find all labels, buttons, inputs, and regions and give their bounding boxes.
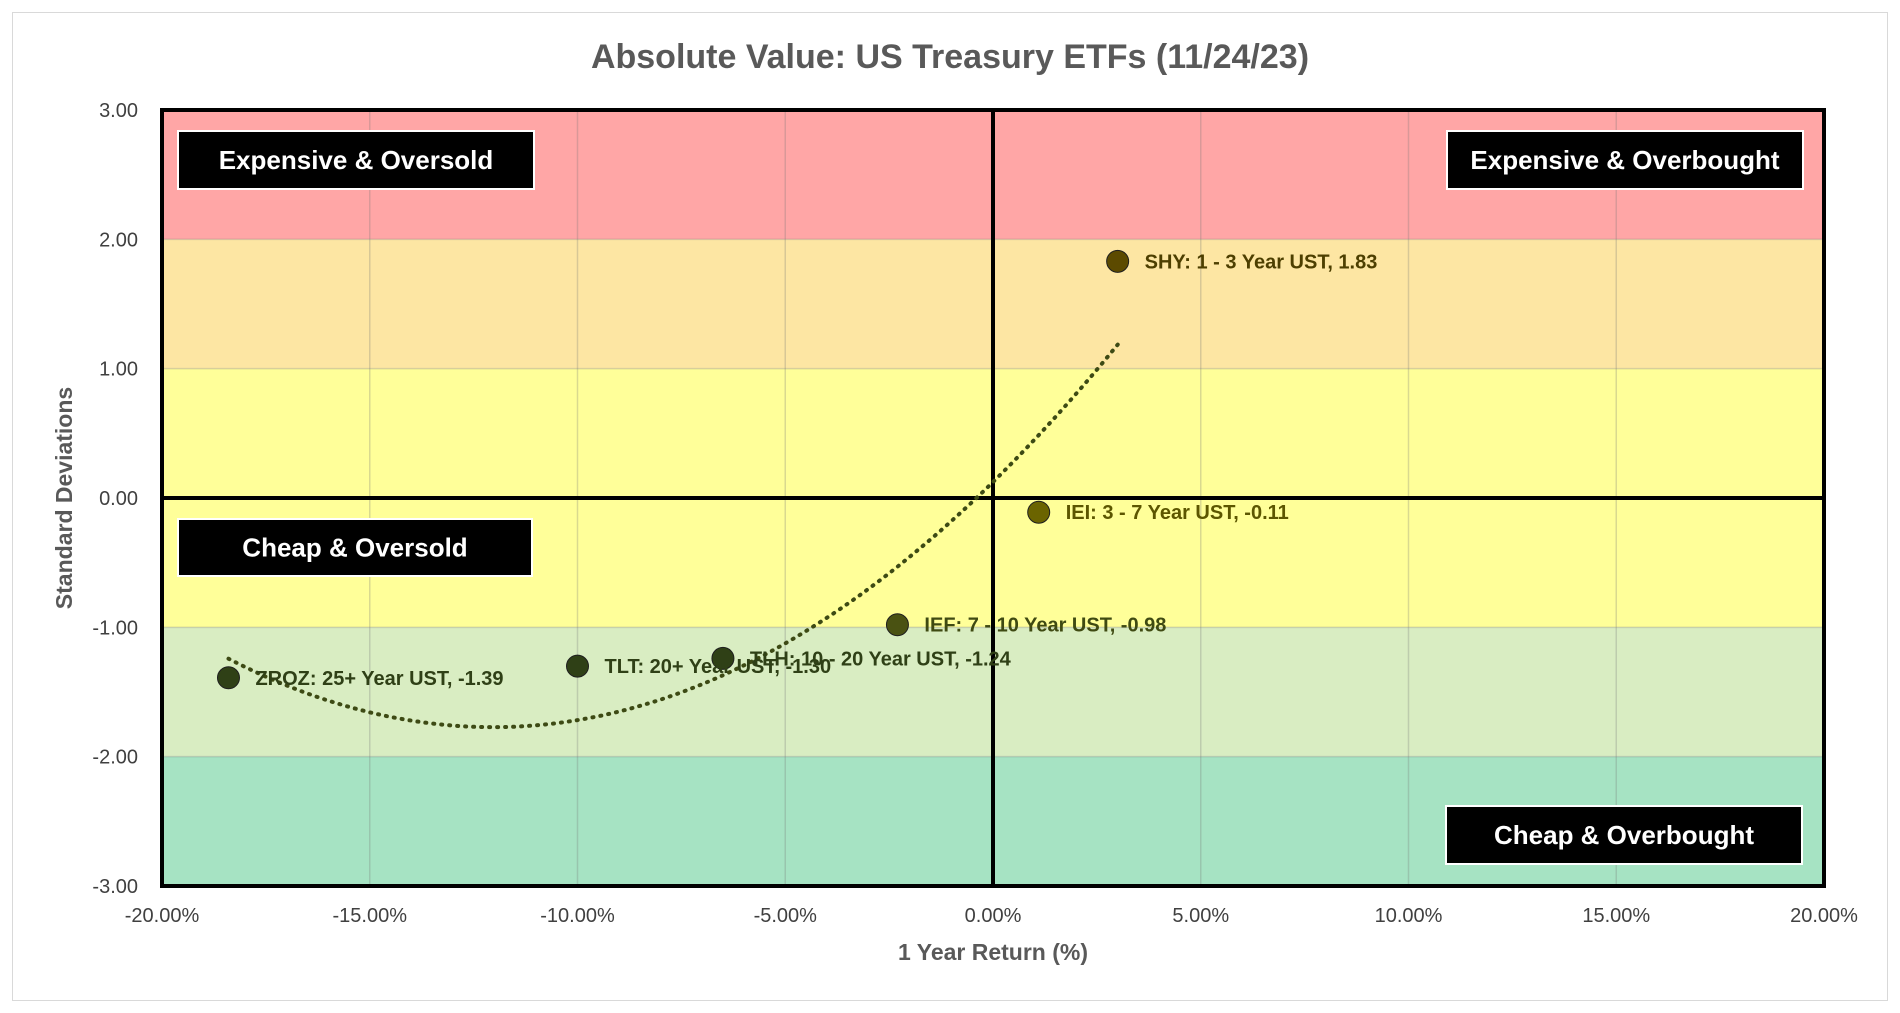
quadrant-labels: Expensive & Oversold Expensive & Overboug…: [177, 130, 1804, 865]
data-label: IEI: 3 - 7 Year UST, -0.11: [1066, 502, 1289, 524]
data-point: [1106, 249, 1130, 273]
x-tick-labels: -20.00% -15.00% -10.00% -5.00% 0.00% 5.00% 10.…: [125, 905, 1858, 927]
x-tick-label: 20.00%: [1790, 905, 1858, 927]
y-tick-label: 1.00: [99, 359, 138, 381]
x-tick-label: 0.00%: [965, 905, 1022, 927]
x-tick-label: -15.00%: [333, 905, 408, 927]
x-tick-label: 15.00%: [1582, 905, 1650, 927]
y-tick-label: 3.00: [99, 100, 138, 122]
data-label: TLT: 20+ Year UST, -1.30: [605, 656, 832, 678]
data-point: [1027, 500, 1051, 524]
quadrant-cheap-oversold-box: [177, 518, 533, 577]
quadrant-cheap-overbought: Cheap & Overbought: [1494, 820, 1754, 850]
quadrant-cheap-oversold: Cheap & Oversold: [242, 533, 467, 563]
data-point: [885, 613, 909, 637]
data-label: ZROZ: 25+ Year UST, -1.39: [255, 668, 503, 690]
data-point: [566, 654, 589, 678]
x-axis-title: 1 Year Return (%): [898, 939, 1088, 965]
data-label: SHY: 1 - 3 Year UST, 1.83: [1145, 251, 1378, 273]
x-tick-label: -10.00%: [540, 905, 615, 927]
quadrant-expensive-overbought: Expensive & Overbought: [1470, 145, 1780, 175]
data-label: IEF: 7 - 10 Year UST, -0.98: [924, 615, 1166, 637]
data-points: SHY: 1 - 3 Year UST, 1.83 IEI: 3 - 7 Year…: [216, 249, 1378, 690]
data-label: TLH: 10 - 20 Year UST, -1.24: [750, 648, 1012, 670]
data-point: [216, 666, 240, 690]
data-point: [711, 646, 735, 670]
y-tick-label: -1.00: [92, 617, 138, 639]
y-tick-label: 2.00: [99, 229, 138, 251]
chart-title: Absolute Value: US Treasury ETFs (11/24/…: [591, 38, 1309, 76]
y-tick-label: -2.00: [92, 747, 138, 769]
x-tick-label: -5.00%: [754, 905, 818, 927]
x-tick-label: -20.00%: [125, 905, 200, 927]
y-tick-label: -3.00: [92, 876, 138, 898]
x-tick-label: 10.00%: [1375, 905, 1443, 927]
zero-axes: [162, 110, 1824, 886]
quadrant-expensive-oversold: Expensive & Oversold: [219, 145, 494, 175]
y-tick-labels: 3.00 2.00 1.00 0.00 -1.00 -2.00 -3.00: [92, 100, 138, 898]
quadrant-cheap-overbought-box: [1445, 805, 1803, 865]
polynomial-trendline: [226, 342, 1120, 730]
quadrant-expensive-oversold-box: [177, 130, 535, 190]
plot-border: [160, 108, 1826, 888]
y-axis-title: Standard Deviations: [51, 387, 77, 609]
x-tick-label: 5.00%: [1172, 905, 1229, 927]
quadrant-expensive-overbought-box: [1446, 130, 1804, 190]
y-tick-label: 0.00: [99, 488, 138, 510]
trendline-group: [226, 342, 1120, 730]
